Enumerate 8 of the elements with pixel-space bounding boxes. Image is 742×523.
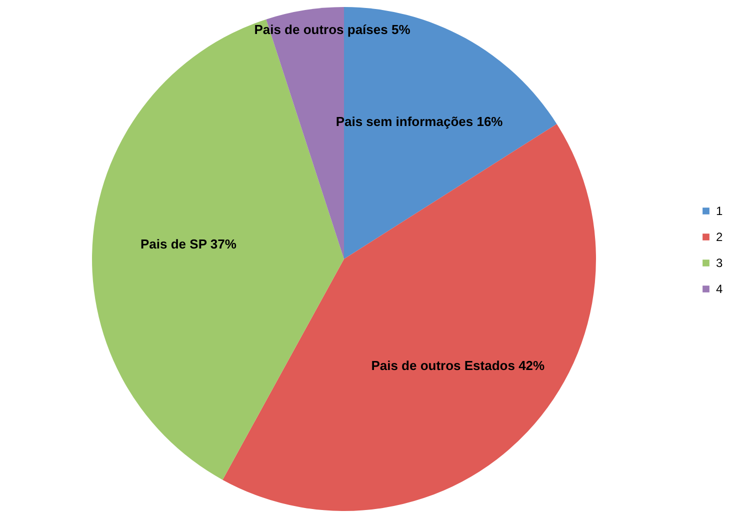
legend-label: 4 — [716, 282, 723, 296]
legend-label: 2 — [716, 230, 723, 244]
legend-label: 1 — [716, 204, 723, 218]
data-label: Pais de outros Estados 42% — [371, 358, 546, 373]
data-label: Pais de outros países 5% — [254, 22, 411, 38]
data-label: Pais sem informações 16% — [336, 114, 504, 130]
legend-label: 3 — [716, 256, 723, 270]
data-label: Pais de SP 37% — [140, 236, 237, 252]
